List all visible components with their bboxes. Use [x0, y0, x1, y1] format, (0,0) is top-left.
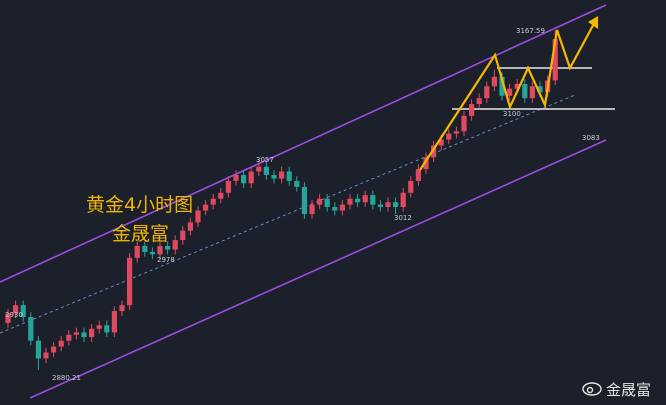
arrow-head	[587, 16, 599, 30]
candle-body	[294, 180, 300, 187]
annotation: 3012	[394, 214, 412, 222]
candle-body	[484, 86, 490, 99]
chart-title: 黄金4小时图	[86, 194, 193, 216]
candle-body	[415, 169, 421, 181]
annotation: 2930	[5, 311, 23, 319]
candle-body	[142, 246, 148, 252]
candle-body	[66, 334, 72, 341]
candle-body	[476, 98, 482, 105]
candle-body	[393, 202, 399, 207]
annotation: 3100	[503, 110, 521, 118]
icon-ring	[582, 382, 602, 396]
candle-body	[370, 195, 376, 205]
channel-upper	[0, 4, 607, 283]
candle-body	[522, 83, 528, 99]
candle-body	[241, 175, 247, 184]
channel-lower	[29, 139, 607, 399]
candle-body	[187, 222, 193, 231]
candle-body	[339, 204, 345, 211]
candle-body	[309, 204, 315, 215]
candle-body	[104, 325, 110, 333]
channel-mid	[0, 94, 576, 334]
candle-body	[431, 145, 437, 158]
candle-body	[256, 166, 262, 172]
candle-body	[529, 86, 535, 99]
candle-body	[127, 257, 133, 306]
candle-body	[96, 325, 102, 329]
candle-body	[89, 328, 95, 338]
candle-body	[203, 204, 209, 211]
chart-subtitle: 金晟富	[112, 223, 169, 245]
candle-body	[5, 313, 11, 323]
candle-body	[20, 305, 26, 318]
candle-body	[134, 246, 140, 258]
candle-body	[218, 192, 224, 199]
candle-body	[279, 171, 285, 179]
candle-body	[438, 139, 444, 146]
candle-body	[271, 175, 277, 179]
candle-body	[180, 230, 186, 241]
candle-body	[263, 166, 269, 176]
candle-body	[507, 88, 513, 96]
candle-body	[552, 38, 558, 81]
candle-body	[172, 240, 178, 250]
candle-body	[35, 340, 41, 359]
candle-body	[248, 171, 254, 184]
candle-body	[165, 246, 171, 250]
candle-body	[347, 198, 353, 205]
zigzag	[419, 17, 598, 171]
candle-body	[81, 332, 87, 338]
candle-body	[385, 202, 391, 207]
candle-body	[149, 251, 155, 255]
candle-body	[111, 311, 117, 333]
candle-body	[377, 204, 383, 207]
candle-body	[461, 115, 467, 132]
candle-body	[446, 133, 452, 140]
candle-body	[453, 131, 459, 134]
candle-body	[225, 180, 231, 193]
candle-body	[13, 305, 19, 314]
candle-body	[423, 157, 429, 170]
candle-body	[43, 352, 49, 359]
candle-body	[499, 76, 505, 96]
candle-body	[400, 192, 406, 207]
candle-body	[119, 305, 125, 312]
annotation: 2978	[157, 256, 175, 264]
watermark: 金晟富	[606, 381, 651, 399]
candle-body	[28, 317, 34, 341]
candle-body	[233, 175, 239, 181]
candle-body	[514, 83, 520, 89]
candle-body	[332, 206, 338, 211]
candle-body	[324, 198, 330, 207]
annotation: 3057	[256, 156, 274, 164]
icon-dot	[586, 386, 594, 394]
candle-body	[408, 180, 414, 193]
candle-body	[537, 86, 543, 93]
candle-body	[362, 195, 368, 203]
candle-body	[469, 104, 475, 116]
candle-body	[317, 198, 323, 205]
candle-body	[301, 186, 307, 215]
candle-body	[51, 346, 57, 353]
candle-body	[73, 332, 79, 335]
candle-body	[58, 340, 64, 347]
annotation: 2880.21	[52, 374, 81, 382]
candle-body	[491, 76, 497, 87]
watermark-icon	[582, 382, 602, 396]
annotation: 3083	[582, 134, 600, 142]
candle-body	[355, 198, 361, 203]
candle-body	[195, 210, 201, 223]
candle-body	[157, 246, 163, 255]
candle-body	[210, 198, 216, 205]
annotation: 3167.59	[516, 27, 545, 35]
candle-body	[286, 171, 292, 181]
projection	[419, 16, 599, 171]
